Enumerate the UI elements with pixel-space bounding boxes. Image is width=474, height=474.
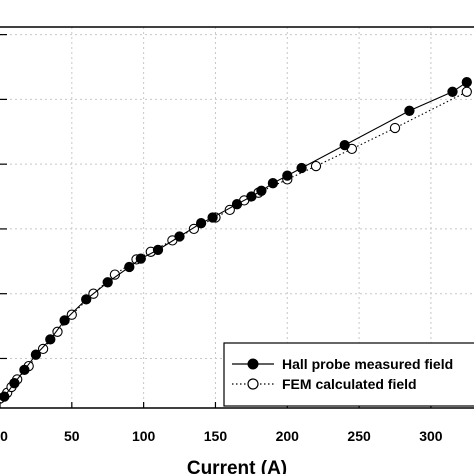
x-tick-label: 250 — [347, 428, 371, 444]
data-point-filled — [195, 218, 207, 229]
data-point-filled — [282, 170, 293, 181]
series-fem-calculated — [0, 86, 472, 404]
x-tick-label: 0 — [0, 428, 8, 444]
data-point-filled — [19, 364, 30, 376]
data-point-open — [310, 160, 322, 172]
data-point-filled — [152, 244, 164, 256]
data-point-filled — [135, 253, 146, 264]
data-point-filled — [447, 86, 458, 97]
data-point-filled — [0, 391, 10, 402]
data-point-open — [389, 122, 401, 134]
data-point-filled — [124, 261, 135, 273]
data-point-filled — [59, 315, 70, 326]
x-tick-label: 100 — [132, 428, 156, 444]
data-point-filled — [461, 77, 472, 88]
data-point-filled — [246, 191, 257, 202]
data-point-filled — [339, 139, 350, 151]
x-tick-label: 50 — [64, 428, 80, 444]
data-point-filled — [9, 378, 20, 389]
data-point-filled — [231, 199, 243, 210]
legend-marker-hall — [247, 358, 259, 370]
data-point-filled — [256, 185, 267, 196]
data-point-open — [461, 86, 472, 97]
legend-label-hall: Hall probe measured field — [282, 356, 453, 372]
legend: Hall probe measured field FEM calculated… — [223, 342, 474, 407]
data-point-open — [52, 326, 63, 337]
data-point-filled — [30, 349, 42, 360]
data-point-filled — [267, 178, 279, 189]
data-point-filled — [207, 212, 218, 223]
legend-label-fem: FEM calculated field — [282, 376, 417, 392]
data-point-filled — [81, 294, 92, 305]
x-axis-title: Current (A) — [187, 458, 287, 474]
plot-frame — [0, 26, 474, 409]
x-tick-label: 150 — [204, 428, 228, 444]
data-point-filled — [174, 231, 185, 242]
data-point-filled — [102, 277, 113, 288]
legend-box — [223, 342, 474, 407]
x-tick-label: 300 — [419, 428, 443, 444]
data-point-open — [37, 343, 49, 355]
data-point-filled — [404, 105, 415, 116]
x-tick-label: 200 — [276, 428, 300, 444]
x-axis: 0 50 100 150 200 250 300 — [0, 402, 443, 444]
data-point-open — [66, 309, 77, 320]
data-point-filled — [296, 162, 307, 174]
data-point-open — [224, 204, 235, 216]
data-point-filled — [45, 334, 56, 345]
legend-marker-fem — [247, 378, 259, 390]
series-hall-probe-measured — [0, 77, 472, 402]
